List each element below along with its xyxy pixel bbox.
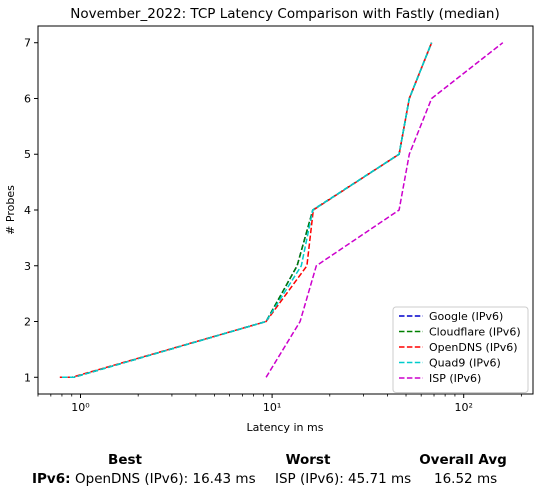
y-tick-label-1: 2 [24,316,31,329]
legend-label-1: Cloudflare (IPv6) [429,326,521,339]
y-axis-label: # Probes [4,185,17,235]
chart-title: November_2022: TCP Latency Comparison wi… [70,6,500,22]
avg-value: 16.52 ms [434,471,498,487]
axis-layer: 1 2 3 4 5 6 7 10⁰ 10¹ 10² [24,37,522,414]
best-value: OpenDNS (IPv6): 16.43 ms [75,471,256,487]
y-tick-label-0: 1 [24,371,31,384]
y-tick-label-4: 5 [24,148,31,161]
legend-box [392,306,529,393]
avg-header: Overall Avg [419,452,507,468]
series-line-3 [61,42,433,379]
y-tick-label-5: 6 [24,92,31,105]
x-tick-label-0: 10⁰ [71,401,90,414]
x-tick-label-1: 10¹ [263,401,281,414]
latency-chart: November_2022: TCP Latency Comparison wi… [4,6,534,434]
worst-value: ISP (IPv6): 45.71 ms [275,471,412,487]
series-line-2 [59,42,433,379]
legend: Google (IPv6) Cloudflare (IPv6) OpenDNS (I… [392,306,529,393]
ipv6-row-label: IPv6: [32,471,71,487]
x-tick-label-2: 10² [454,401,472,414]
legend-label-4: ISP (IPv6) [429,372,481,385]
legend-label-2: OpenDNS (IPv6) [429,341,518,354]
y-tick-label-2: 3 [24,260,31,273]
stats-summary: Best Worst Overall Avg IPv6: OpenDNS (IP… [0,448,541,496]
y-tick-label-6: 7 [24,37,31,50]
y-tick-label-3: 4 [24,204,31,217]
worst-header: Worst [285,452,331,468]
x-axis-label: Latency in ms [247,421,324,434]
legend-label-0: Google (IPv6) [429,310,503,323]
best-header: Best [108,452,142,468]
series-layer [59,42,504,379]
legend-label-3: Quad9 (IPv6) [429,357,501,370]
series-line-4 [265,42,504,378]
